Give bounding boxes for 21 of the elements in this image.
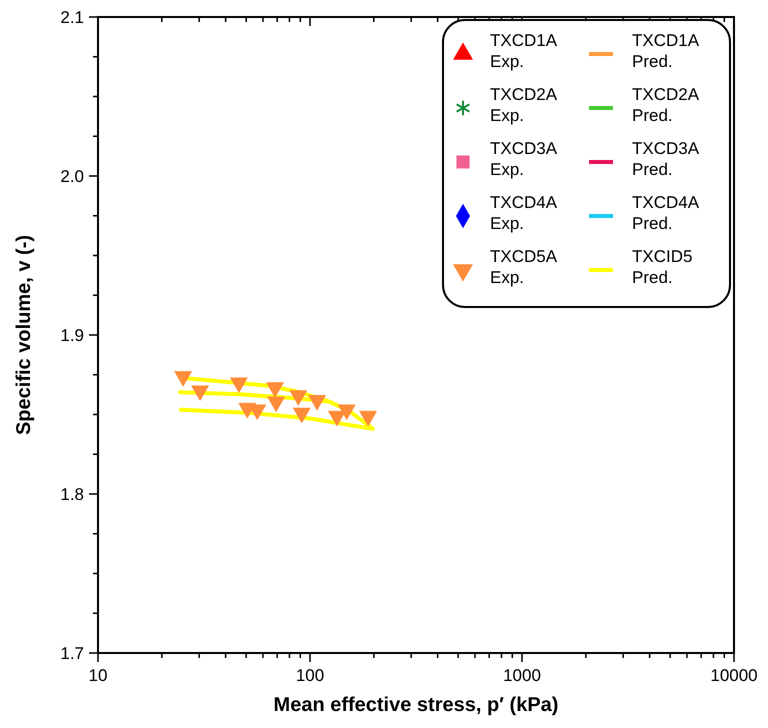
legend-label: TXCID5 Pred. xyxy=(632,247,692,287)
y-tick-label: 1.9 xyxy=(60,326,84,345)
x-axis-title: Mean effective stress, p′ (kPa) xyxy=(274,694,558,716)
legend-label: TXCD5A Exp. xyxy=(490,247,558,287)
legend-label: TXCD4A Exp. xyxy=(490,193,558,233)
legend-label: TXCD2A Pred. xyxy=(632,85,700,125)
legend-label: TXCD1A Exp. xyxy=(490,31,558,71)
legend-label: TXCD2A Exp. xyxy=(490,85,558,125)
x-tick-label: 10000 xyxy=(710,666,758,685)
y-tick-label: 2.0 xyxy=(60,167,84,186)
legend-label: TXCD3A Exp. xyxy=(490,139,558,179)
legend-label: TXCD3A Pred. xyxy=(632,139,700,179)
x-tick-label: 1000 xyxy=(503,666,541,685)
y-axis-title: Specific volume, v (-) xyxy=(13,234,35,436)
legend-label: TXCD4A Pred. xyxy=(632,193,700,233)
y-tick-label: 1.8 xyxy=(60,485,84,504)
y-tick-label: 2.1 xyxy=(60,8,84,27)
y-tick-label: 1.7 xyxy=(60,644,84,663)
legend-label: TXCD1A Pred. xyxy=(632,31,700,71)
x-tick-label: 100 xyxy=(296,666,324,685)
x-tick-label: 10 xyxy=(88,666,108,685)
